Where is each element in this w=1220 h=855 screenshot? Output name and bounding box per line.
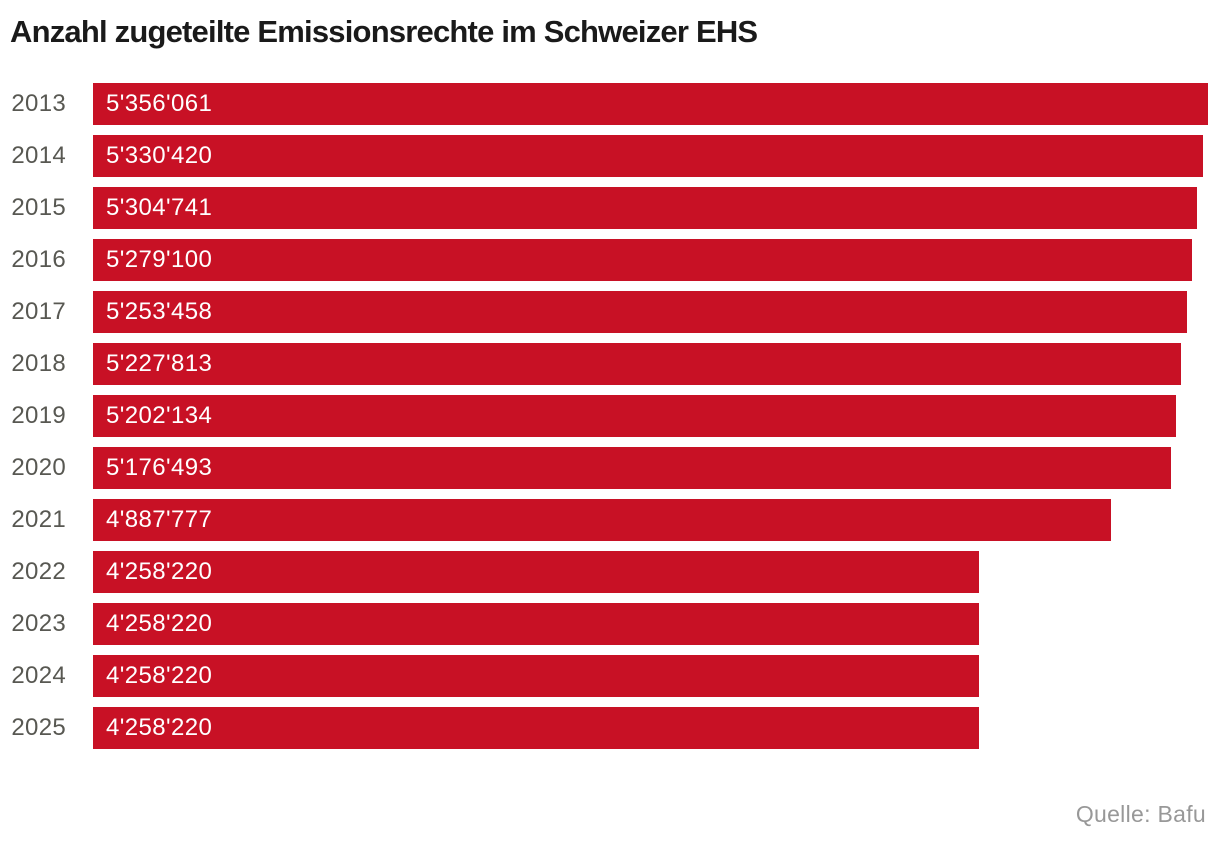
bar-value-label: 4'887'777 — [106, 506, 213, 534]
year-label: 2016 — [11, 246, 66, 274]
chart-row: 2015 5'304'741 — [0, 187, 1220, 230]
bar-value-label: 4'258'220 — [106, 662, 213, 690]
year-label: 2024 — [11, 662, 66, 690]
bar-track: 5'330'420 — [93, 135, 1208, 178]
bar: 4'258'220 — [93, 603, 980, 646]
bar-value-label: 5'253'458 — [106, 298, 213, 326]
bar-track: 4'258'220 — [93, 655, 1208, 698]
bar-track: 5'356'061 — [93, 83, 1208, 126]
year-label: 2015 — [11, 194, 66, 222]
year-label: 2013 — [11, 90, 66, 118]
bar-track: 5'176'493 — [93, 447, 1208, 490]
chart-row: 2023 4'258'220 — [0, 603, 1220, 646]
bar-track: 4'258'220 — [93, 551, 1208, 594]
year-label: 2014 — [11, 142, 66, 170]
bar-value-label: 5'176'493 — [106, 454, 213, 482]
year-label: 2018 — [11, 350, 66, 378]
chart-row: 2022 4'258'220 — [0, 551, 1220, 594]
bar: 5'330'420 — [93, 135, 1203, 178]
bar: 5'253'458 — [93, 291, 1187, 334]
bar-value-label: 4'258'220 — [106, 610, 213, 638]
chart-row: 2014 5'330'420 — [0, 135, 1220, 178]
chart-title: Anzahl zugeteilte Emissionsrechte im Sch… — [10, 14, 758, 49]
year-label: 2017 — [11, 298, 66, 326]
year-label: 2020 — [11, 454, 66, 482]
bar: 5'227'813 — [93, 343, 1182, 386]
bar-value-label: 5'356'061 — [106, 90, 213, 118]
bar-value-label: 4'258'220 — [106, 558, 213, 586]
year-label: 2025 — [11, 714, 66, 742]
bar-value-label: 5'279'100 — [106, 246, 213, 274]
bar-value-label: 5'227'813 — [106, 350, 213, 378]
bar: 5'279'100 — [93, 239, 1192, 282]
year-label: 2021 — [11, 506, 66, 534]
bar: 4'258'220 — [93, 655, 980, 698]
chart-row: 2013 5'356'061 — [0, 83, 1220, 126]
chart-row: 2021 4'887'777 — [0, 499, 1220, 542]
bar: 4'258'220 — [93, 707, 980, 750]
bar-value-label: 5'304'741 — [106, 194, 213, 222]
bar-track: 5'202'134 — [93, 395, 1208, 438]
year-label: 2019 — [11, 402, 66, 430]
bar: 5'202'134 — [93, 395, 1176, 438]
chart-row: 2018 5'227'813 — [0, 343, 1220, 386]
bar-value-label: 5'330'420 — [106, 142, 213, 170]
bar-track: 5'227'813 — [93, 343, 1208, 386]
bar-value-label: 4'258'220 — [106, 714, 213, 742]
source-label: Quelle: Bafu — [1075, 801, 1206, 827]
chart-row: 2019 5'202'134 — [0, 395, 1220, 438]
year-label: 2022 — [11, 558, 66, 586]
chart-row: 2020 5'176'493 — [0, 447, 1220, 490]
bar-track: 5'304'741 — [93, 187, 1208, 230]
year-label: 2023 — [11, 610, 66, 638]
bar: 4'258'220 — [93, 551, 980, 594]
bar-chart: 2013 5'356'061 2014 5'330'420 2015 5'304'741 2… — [0, 83, 1220, 750]
bar-track: 5'279'100 — [93, 239, 1208, 282]
bar-track: 4'258'220 — [93, 603, 1208, 646]
bar-track: 5'253'458 — [93, 291, 1208, 334]
bar: 5'176'493 — [93, 447, 1171, 490]
bar: 4'887'777 — [93, 499, 1111, 542]
chart-row: 2025 4'258'220 — [0, 707, 1220, 750]
bar-track: 4'887'777 — [93, 499, 1208, 542]
bar: 5'356'061 — [93, 83, 1208, 126]
chart-row: 2016 5'279'100 — [0, 239, 1220, 282]
bar-value-label: 5'202'134 — [106, 402, 213, 430]
bar-track: 4'258'220 — [93, 707, 1208, 750]
chart-row: 2017 5'253'458 — [0, 291, 1220, 334]
chart-row: 2024 4'258'220 — [0, 655, 1220, 698]
bar: 5'304'741 — [93, 187, 1198, 230]
